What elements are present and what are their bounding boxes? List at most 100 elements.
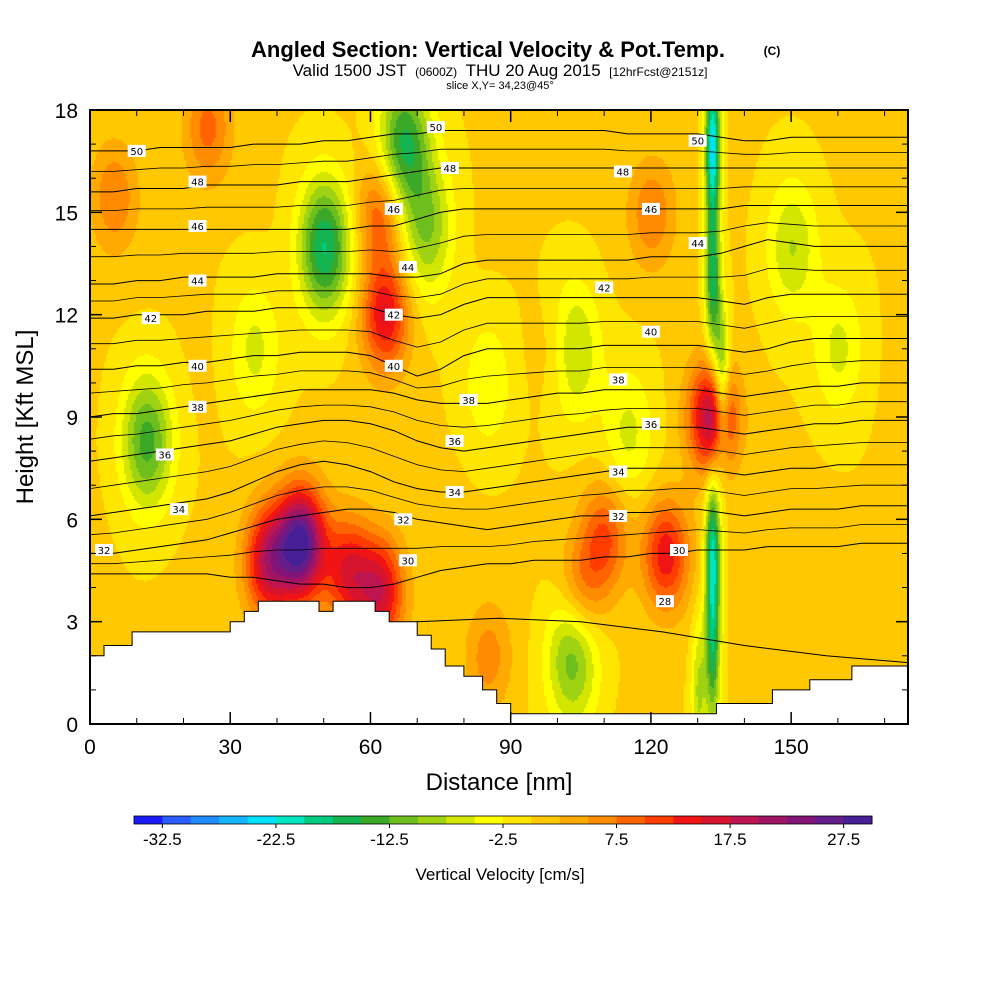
colorbar-swatch	[304, 816, 334, 824]
x-tick-label: 150	[774, 736, 809, 759]
colorbar-swatch	[134, 816, 163, 824]
y-axis-label: Height [Kft MSL]	[12, 330, 39, 505]
isentrope-50	[90, 130, 908, 152]
contour-label-34: 34	[445, 486, 464, 499]
colorbar-swatch	[389, 816, 419, 824]
colorbar-swatch	[644, 816, 674, 824]
contour-label-42: 42	[384, 308, 403, 322]
contour-label-34: 34	[609, 465, 628, 479]
contour-label-46: 46	[188, 220, 207, 233]
colorbar-tick-label: -12.5	[370, 830, 409, 849]
colorbar-swatch	[275, 816, 305, 824]
contour-label-42: 42	[595, 281, 614, 294]
isentrope-48	[90, 167, 908, 193]
contour-label-38: 38	[188, 400, 207, 414]
x-tick-label: 90	[499, 736, 522, 759]
colorbar-swatch	[673, 816, 703, 824]
svg-text:36: 36	[645, 420, 658, 431]
contour-label-40: 40	[384, 359, 403, 373]
isentrope-layer	[90, 130, 908, 691]
contour-label-50: 50	[426, 121, 445, 134]
contour-label-48: 48	[440, 162, 459, 175]
colorbar: -32.5 -22.5 -12.5 -2.5 7.5 17.5 27.5	[133, 815, 873, 849]
contour-label-44: 44	[188, 274, 207, 288]
isentrope-35	[90, 440, 908, 489]
contour-label-28: 28	[655, 595, 674, 608]
valid-prefix: Valid 1500 JST	[293, 61, 407, 80]
svg-text:46: 46	[645, 205, 658, 216]
svg-text:34: 34	[172, 505, 185, 516]
svg-text:36: 36	[158, 451, 171, 462]
contour-label-50: 50	[127, 144, 146, 158]
isentrope-47	[90, 186, 908, 212]
svg-text:34: 34	[612, 468, 625, 479]
contour-label-48: 48	[613, 165, 632, 178]
x-tick-label: 0	[84, 736, 96, 759]
svg-text:46: 46	[191, 222, 204, 233]
colorbar-swatch	[730, 816, 759, 824]
svg-text:42: 42	[144, 314, 157, 325]
isentrope-49	[90, 148, 908, 172]
colorbar-swatch	[247, 816, 277, 824]
contour-label-40: 40	[641, 325, 660, 339]
contour-label-44: 44	[398, 260, 417, 274]
svg-text:42: 42	[598, 283, 611, 294]
valid-zulu: (0600Z)	[415, 65, 457, 79]
y-tick-label: 12	[55, 305, 78, 328]
contour-label-32: 32	[95, 544, 113, 557]
x-tick-label: 60	[359, 736, 382, 759]
y-tick-label: 3	[66, 612, 78, 635]
y-tick-label: 9	[66, 407, 78, 430]
valid-date: THU 20 Aug 2015	[466, 61, 601, 80]
svg-text:42: 42	[387, 311, 400, 322]
svg-text:48: 48	[444, 164, 457, 175]
colorbar-tick-label: 7.5	[605, 830, 629, 849]
colorbar-swatch	[361, 816, 390, 824]
contour-label-44: 44	[688, 237, 707, 250]
plot-area: 50 50 50 48 48 48 46 46 46 44 44 44 42 42 42 40 40 40 38 38…	[90, 110, 908, 724]
contour-label-38: 38	[609, 373, 628, 387]
isentrope-37	[90, 401, 908, 440]
y-tick-label: 15	[55, 202, 78, 225]
svg-text:30: 30	[402, 556, 415, 567]
contour-label-34: 34	[169, 503, 188, 516]
colorbar-swatch	[616, 816, 646, 824]
colorbar-tick-label: 27.5	[827, 830, 860, 849]
svg-text:30: 30	[673, 546, 686, 557]
colorbar-swatch	[786, 816, 816, 824]
contour-label-layer: 50 50 50 48 48 48 46 46 46 44 44 44 42 42 42 40 40 40 38 38…	[95, 121, 707, 608]
svg-text:28: 28	[659, 597, 672, 608]
contour-label-38: 38	[459, 393, 478, 407]
isentrope-39	[90, 360, 908, 394]
isentrope-45	[90, 222, 908, 258]
colorbar-swatch	[446, 816, 476, 824]
contour-label-46: 46	[384, 202, 403, 216]
svg-text:50: 50	[691, 137, 704, 148]
terrain-mask	[90, 600, 908, 724]
svg-text:36: 36	[448, 437, 461, 448]
svg-text:50: 50	[130, 147, 143, 158]
svg-text:46: 46	[387, 205, 400, 216]
x-tick-label: 120	[633, 736, 668, 759]
isentrope-42	[90, 293, 908, 319]
svg-text:50: 50	[430, 123, 443, 134]
colorbar-swatch	[219, 816, 249, 824]
contour-label-32: 32	[609, 509, 628, 523]
contour-label-36: 36	[155, 448, 174, 462]
svg-text:32: 32	[98, 546, 111, 557]
isentrope-38	[90, 382, 908, 418]
colorbar-swatch	[815, 816, 845, 824]
svg-text:38: 38	[612, 376, 625, 387]
colorbar-swatch	[843, 816, 873, 824]
colorbar-tick-label: -2.5	[488, 830, 517, 849]
y-tick-label: 6	[66, 509, 78, 532]
colorbar-swatch	[190, 816, 220, 824]
svg-text:38: 38	[191, 403, 204, 414]
colorbar-tick-label: 17.5	[714, 830, 747, 849]
colorbar-swatch	[474, 816, 504, 824]
isentrope-31	[90, 524, 908, 565]
colorbar-title: Vertical Velocity [cm/s]	[415, 865, 584, 884]
isentrope-44	[90, 239, 908, 285]
svg-text:40: 40	[645, 328, 658, 339]
